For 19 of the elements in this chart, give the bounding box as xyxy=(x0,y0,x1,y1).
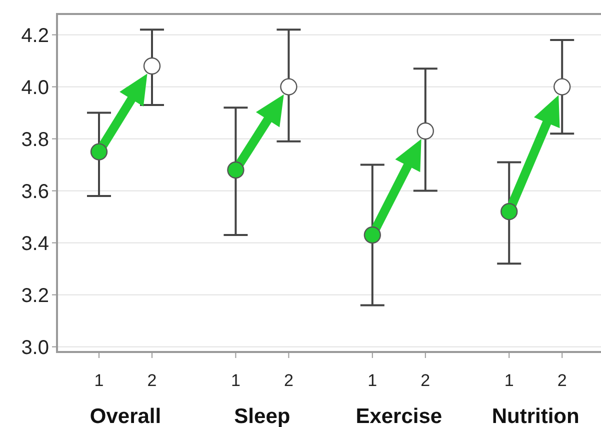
y-tick-label: 3.8 xyxy=(21,128,49,151)
y-tick-label: 3.6 xyxy=(21,180,49,203)
x-tick-label: 2 xyxy=(420,371,430,390)
y-tick-label: 3.2 xyxy=(21,284,49,307)
x-tick-label: 1 xyxy=(94,371,104,390)
x-tick-label: 1 xyxy=(368,371,378,390)
x-tick-label: 1 xyxy=(230,371,240,390)
x-tick-label: 2 xyxy=(147,371,157,390)
x-tick-label: 2 xyxy=(284,371,294,390)
y-tick-label: 3.4 xyxy=(21,232,49,255)
text: Exercise xyxy=(356,405,442,427)
text: Sleep xyxy=(234,405,290,427)
x-tick-label: 2 xyxy=(557,371,567,390)
text: Nutrition xyxy=(492,405,580,427)
y-tick-label: 4.0 xyxy=(21,76,49,99)
text: Overall xyxy=(90,405,162,427)
x-tick-label: 1 xyxy=(504,371,514,390)
y-tick-label: 4.2 xyxy=(21,24,49,47)
y-tick-label: 3.0 xyxy=(21,336,49,359)
